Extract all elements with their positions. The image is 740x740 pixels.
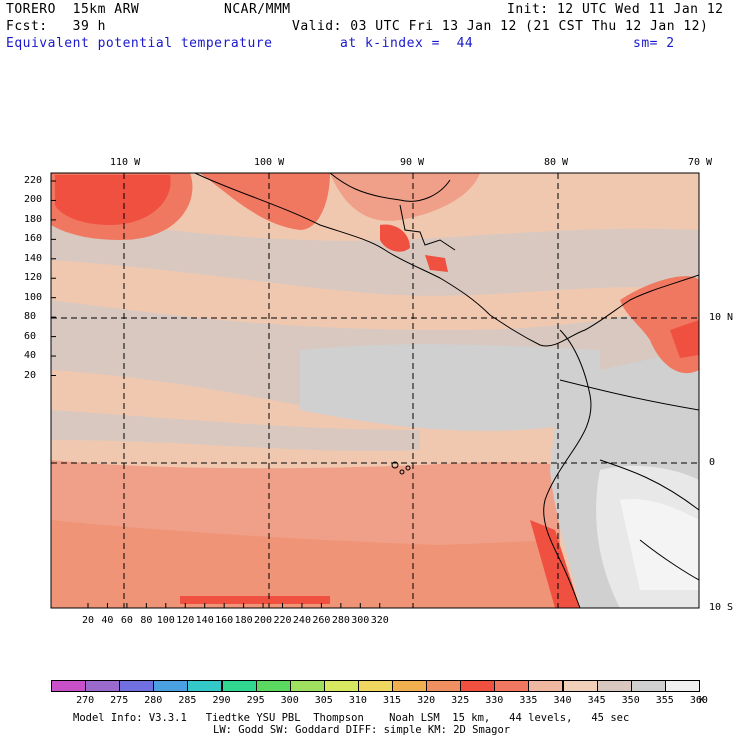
model-info-line2: LW: Godd SW: Goddard DIFF: simple KM: 2D…: [213, 724, 511, 736]
left-tick-label: 120: [24, 272, 43, 284]
model-title: TORERO 15km ARW: [6, 2, 140, 17]
colorbar-label: 280: [144, 695, 163, 706]
colorbar-cell: [528, 680, 564, 692]
colorbar-cell: [119, 680, 155, 692]
colorbar-label: 350: [621, 695, 640, 706]
level-info: at k-index = 44: [340, 36, 474, 51]
colorbar-cell: [289, 680, 325, 692]
left-tick-label: 20: [24, 369, 37, 381]
colorbar-cell: [323, 680, 359, 692]
colorbar-cell: [426, 680, 462, 692]
colorbar-label: 315: [382, 695, 402, 706]
colorbar-label: 295: [246, 695, 265, 706]
bottom-tick-label: 140: [195, 615, 214, 626]
colorbar-label: 275: [110, 695, 129, 706]
colorbar-label: 340: [553, 695, 572, 706]
left-tick-label: 220: [24, 175, 43, 186]
colorbar-cell: [255, 680, 291, 692]
colorbar-label: 300: [280, 695, 299, 706]
colorbar-unit: K: [698, 695, 706, 706]
lat-label-0: 0: [709, 457, 716, 468]
theta-e-field: [51, 173, 699, 608]
colorbar-label: 325: [451, 695, 470, 706]
left-tick-label: 60: [24, 330, 37, 342]
bottom-tick-label: 240: [292, 615, 311, 626]
lat-label-10n: 10 N: [709, 312, 734, 323]
colorbar-cell: [357, 680, 393, 692]
lon-label-110w: 110 W: [110, 157, 141, 168]
colorbar-cell: [221, 680, 257, 692]
left-tick-label: 180: [24, 213, 43, 225]
bottom-tick-label: 280: [331, 615, 350, 626]
forecast-hour: Fcst: 39 h: [6, 19, 106, 34]
left-tick-label: 100: [24, 291, 43, 303]
colorbar-label: 355: [655, 695, 674, 706]
bottom-tick-label: 180: [234, 615, 253, 626]
model-info-line1: Model Info: V3.3.1 Tiedtke YSU PBL Thomp…: [73, 712, 630, 724]
colorbar-label: 270: [76, 695, 95, 706]
colorbar-cell: [494, 680, 530, 692]
lon-label-70w: 70 W: [688, 157, 713, 168]
axis-ticks: [51, 180, 381, 608]
bottom-tick-label: 200: [254, 615, 273, 626]
colorbar-label: 285: [178, 695, 197, 706]
colorbar-cell: [460, 680, 496, 692]
bottom-tick-label: 80: [140, 615, 153, 626]
center-name: NCAR/MMM: [224, 2, 291, 17]
lon-label-80w: 80 W: [544, 157, 569, 168]
colorbar-label: 310: [348, 695, 367, 706]
colorbar-label: 335: [519, 695, 538, 706]
bottom-tick-label: 40: [101, 615, 114, 626]
left-tick-label: 160: [24, 233, 43, 245]
lat-label-10s: 10 S: [709, 602, 734, 613]
colorbar-label: 320: [417, 695, 436, 706]
lon-label-90w: 90 W: [400, 157, 425, 168]
bottom-tick-label: 220: [273, 615, 292, 626]
colorbar-cell: [187, 680, 223, 692]
colorbar-cell: [664, 680, 700, 692]
bottom-tick-label: 320: [370, 615, 389, 626]
valid-time: Valid: 03 UTC Fri 13 Jan 12 (21 CST Thu …: [292, 19, 709, 34]
bottom-tick-label: 160: [215, 615, 234, 626]
colorbar-cell: [153, 680, 189, 692]
colorbar-cell: [596, 680, 632, 692]
colorbar-cell: [630, 680, 666, 692]
left-tick-label: 80: [24, 311, 37, 323]
init-time: Init: 12 UTC Wed 11 Jan 12: [507, 2, 724, 17]
bottom-tick-label: 100: [156, 615, 175, 626]
left-tick-label: 200: [24, 194, 43, 206]
left-tick-label: 140: [24, 252, 43, 264]
bottom-tick-label: 20: [81, 615, 95, 626]
colorbar-cell: [562, 680, 598, 692]
bottom-tick-label: 300: [351, 615, 370, 626]
graticule: [51, 173, 699, 608]
bottom-tick-label: 260: [312, 615, 331, 626]
colorbar-label: 305: [314, 695, 333, 706]
smoothing-info: sm= 2: [633, 36, 675, 51]
bottom-tick-label: 120: [176, 615, 195, 626]
colorbar-cell: [85, 680, 121, 692]
field-name: Equivalent potential temperature: [6, 36, 273, 51]
colorbar-label: 360: [689, 695, 708, 706]
lon-label-100w: 100 W: [254, 157, 285, 168]
coastlines: [194, 173, 699, 608]
colorbar-label: 290: [212, 695, 231, 706]
bottom-tick-label: 60: [120, 615, 133, 626]
map-frame: [50, 172, 700, 609]
colorbar-cell: [392, 680, 428, 692]
colorbar-label: 345: [587, 695, 606, 706]
colorbar-label: 330: [485, 695, 504, 706]
left-tick-label: 40: [24, 350, 37, 362]
colorbar-cell: [51, 680, 87, 692]
